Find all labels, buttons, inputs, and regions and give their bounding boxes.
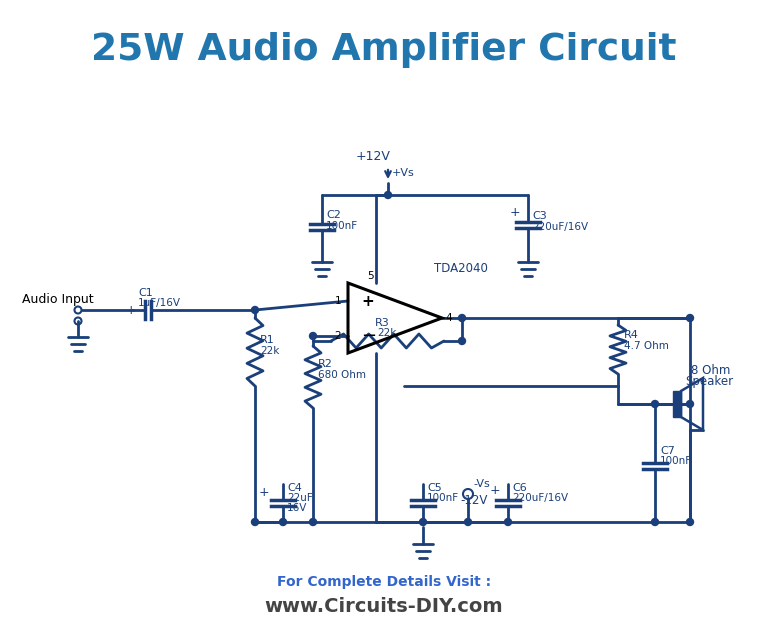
Text: 100nF: 100nF — [427, 493, 459, 503]
Text: C7: C7 — [660, 446, 675, 456]
Circle shape — [687, 314, 694, 321]
Text: 22uF: 22uF — [287, 493, 313, 503]
Circle shape — [687, 518, 694, 525]
Text: C3: C3 — [532, 211, 547, 221]
Text: www.Circuits-DIY.com: www.Circuits-DIY.com — [265, 596, 503, 616]
Circle shape — [251, 306, 259, 313]
Text: R1: R1 — [260, 335, 275, 345]
Circle shape — [651, 401, 658, 408]
Text: +: + — [510, 206, 521, 218]
Circle shape — [651, 518, 658, 525]
Text: 8 Ohm: 8 Ohm — [691, 364, 730, 377]
Text: 1: 1 — [334, 296, 341, 306]
Text: Speaker: Speaker — [685, 374, 733, 387]
Text: R4: R4 — [624, 330, 639, 340]
Text: R3: R3 — [375, 318, 389, 328]
Text: 22k: 22k — [377, 328, 397, 338]
Text: For Complete Details Visit :: For Complete Details Visit : — [277, 575, 491, 589]
Text: 100nF: 100nF — [660, 456, 692, 466]
Bar — [673, 391, 681, 417]
Text: 100nF: 100nF — [326, 221, 358, 231]
Text: 4: 4 — [445, 313, 452, 323]
Text: C6: C6 — [512, 483, 527, 493]
Text: +Vs: +Vs — [392, 168, 415, 178]
Text: −: − — [361, 327, 376, 345]
Text: 1uF/16V: 1uF/16V — [138, 298, 181, 308]
Text: C1: C1 — [138, 288, 153, 298]
Circle shape — [458, 338, 465, 345]
Circle shape — [310, 518, 316, 525]
Text: 680 Ohm: 680 Ohm — [318, 370, 366, 380]
Text: +: + — [126, 304, 137, 318]
Circle shape — [687, 401, 694, 408]
Text: C5: C5 — [427, 483, 442, 493]
Text: 5: 5 — [367, 271, 373, 281]
Text: 25W Audio Amplifier Circuit: 25W Audio Amplifier Circuit — [91, 32, 677, 68]
Circle shape — [280, 518, 286, 525]
Text: 220uF/16V: 220uF/16V — [512, 493, 568, 503]
Text: -Vs: -Vs — [473, 479, 490, 489]
Text: Audio Input: Audio Input — [22, 292, 94, 306]
Circle shape — [465, 518, 472, 525]
Text: R2: R2 — [318, 359, 333, 369]
Text: C2: C2 — [326, 210, 341, 220]
Text: 4.7 Ohm: 4.7 Ohm — [624, 341, 669, 351]
Circle shape — [310, 333, 316, 340]
Circle shape — [419, 518, 426, 525]
Text: 2: 2 — [334, 331, 341, 341]
Text: 22k: 22k — [260, 346, 280, 356]
Text: 16V: 16V — [287, 503, 307, 513]
Text: +12V: +12V — [356, 150, 390, 164]
Text: +: + — [361, 294, 374, 308]
Text: TDA2040: TDA2040 — [434, 262, 488, 274]
Text: -12V: -12V — [460, 494, 488, 506]
Text: +: + — [259, 486, 270, 499]
Text: +: + — [490, 484, 501, 496]
Circle shape — [505, 518, 511, 525]
Circle shape — [385, 191, 392, 199]
Text: C4: C4 — [287, 483, 302, 493]
Text: 220uF/16V: 220uF/16V — [532, 222, 588, 232]
Circle shape — [458, 314, 465, 321]
Circle shape — [251, 518, 259, 525]
